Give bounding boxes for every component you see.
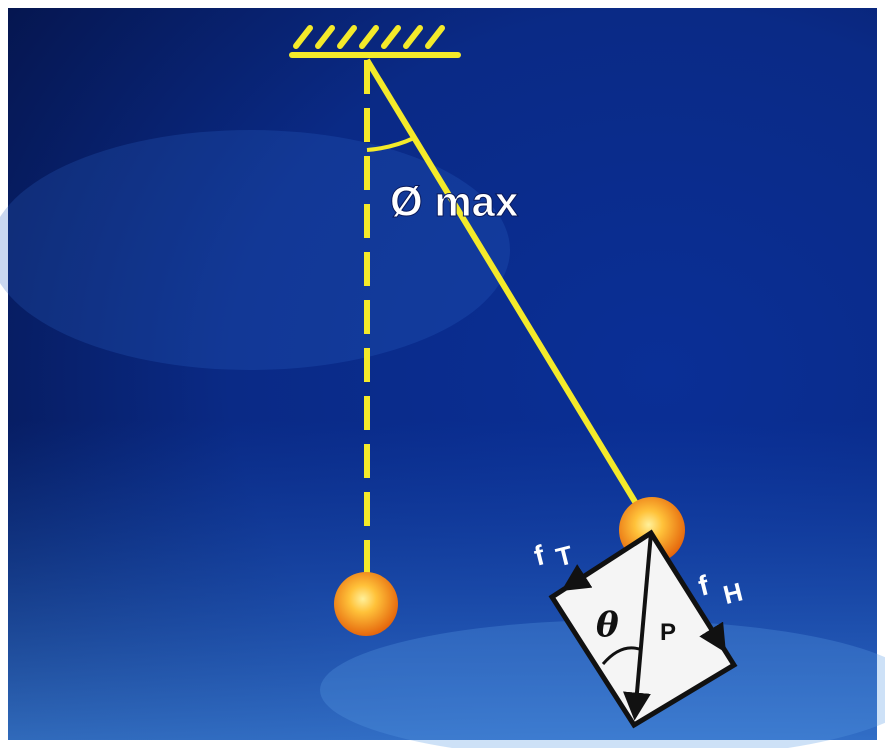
force-arrow-p xyxy=(623,532,653,721)
background-haze xyxy=(0,130,510,370)
force-arrow-ft xyxy=(561,564,602,592)
background-glow xyxy=(8,420,877,740)
pendulum-string xyxy=(364,58,643,512)
angle-arc xyxy=(366,136,415,152)
theta-label: θ xyxy=(596,605,619,645)
svg-text:T: T xyxy=(553,539,576,572)
p-label: P xyxy=(660,619,676,646)
hatched-ceiling-icon xyxy=(289,25,461,58)
theta-arc xyxy=(601,646,643,665)
pendulum-bob-rest xyxy=(334,572,398,636)
force-arrow-fh xyxy=(698,609,726,653)
background-haze-2 xyxy=(320,620,885,748)
angle-label: Ø max xyxy=(390,178,519,225)
